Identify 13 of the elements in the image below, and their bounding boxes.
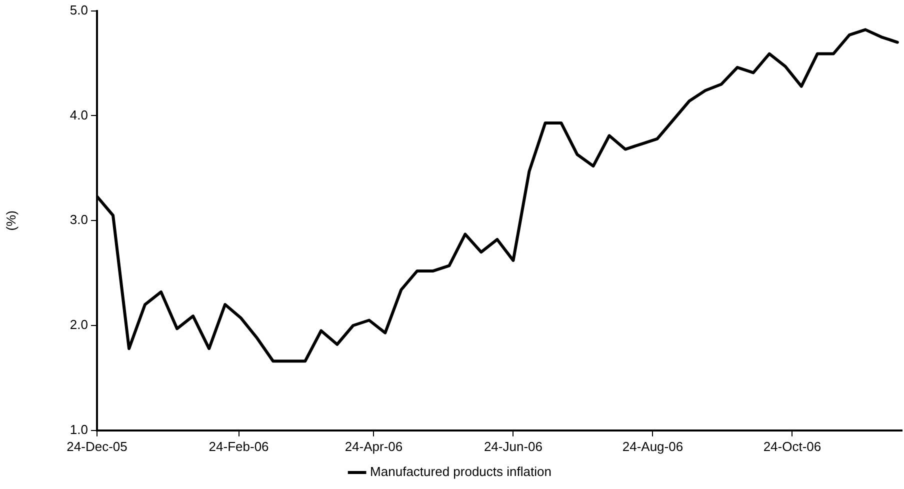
y-tick-label: 2.0 — [70, 317, 88, 332]
y-tick-label: 5.0 — [70, 2, 88, 18]
x-tick-label: 24-Dec-05 — [66, 438, 128, 454]
y-tick-label: 4.0 — [70, 107, 88, 122]
x-tick-label: 24-Oct-06 — [763, 438, 822, 454]
x-tick-label: 24-Feb-06 — [208, 438, 269, 454]
legend-label: Manufactured products inflation — [370, 464, 552, 480]
x-tick-label: 24-Jun-06 — [484, 438, 542, 454]
x-tick-label: 24-Apr-06 — [344, 438, 403, 454]
y-tick-label: 1.0 — [70, 422, 88, 437]
x-tick-label: 24-Aug-06 — [622, 438, 684, 454]
y-tick-label: 3.0 — [70, 212, 88, 228]
y-axis-title: (%) — [3, 210, 18, 231]
